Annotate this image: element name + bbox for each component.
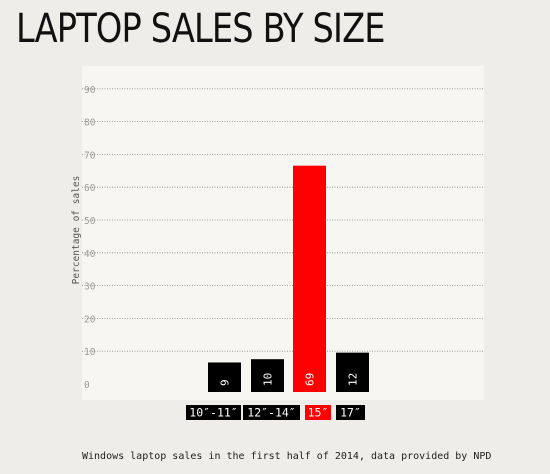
y-tick-labels: 0 10 20 30 40 50 60 70 80 90 [84, 85, 96, 391]
y-tick-label: 30 [84, 282, 96, 293]
chart-caption: Windows laptop sales in the first half o… [82, 451, 492, 462]
y-tick-label: 20 [84, 314, 96, 325]
y-tick-label: 90 [84, 85, 96, 96]
y-tick-label: 10 [84, 347, 96, 358]
y-axis-label: Percentage of sales [71, 176, 82, 285]
y-tick-label: 80 [84, 118, 96, 129]
plot-background [82, 66, 484, 400]
category-label-box [305, 405, 331, 420]
y-tick-label: 0 [84, 380, 90, 391]
bar [251, 359, 284, 392]
category-label-box [243, 405, 300, 420]
y-tick-label: 50 [84, 216, 96, 227]
bar [208, 362, 241, 392]
bar-value-label: 69 [304, 373, 317, 386]
category-label: 12″-14″ [247, 406, 295, 420]
category-label-box [336, 405, 365, 420]
category-label: 15″ [308, 406, 329, 420]
bar-value-label: 12 [347, 373, 360, 386]
y-tick-label: 70 [84, 150, 96, 161]
y-tick-label: 40 [84, 249, 96, 260]
bars: 9 10 69 12 [208, 165, 369, 392]
bar [293, 165, 326, 392]
grid-lines [82, 88, 484, 352]
category-label-box [186, 405, 241, 420]
y-tick-label: 60 [84, 183, 96, 194]
category-label: 10″-11″ [189, 406, 237, 420]
bar [336, 352, 369, 392]
bar-value-label: 9 [219, 379, 232, 386]
chart-title: LAPTOP SALES BY SIZE [16, 6, 385, 52]
category-label: 17″ [340, 406, 361, 420]
category-labels: 10″-11″ 12″-14″ 15″ 17″ [186, 405, 365, 420]
bar-value-label: 10 [262, 373, 275, 386]
